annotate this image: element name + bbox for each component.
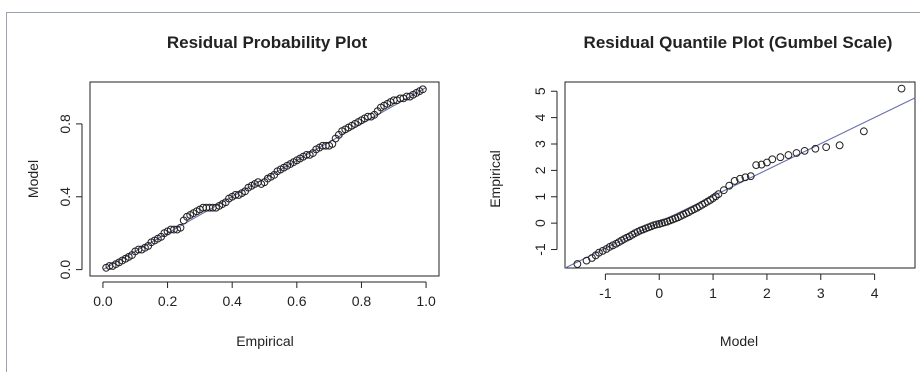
x-tick-label: 2: [763, 285, 771, 301]
data-point: [719, 186, 728, 195]
data-point: [714, 190, 723, 199]
x-tick-label: 0: [655, 285, 663, 301]
x-tick-label: 0.2: [158, 293, 178, 309]
data-point: [859, 127, 868, 136]
x-axis-label: Model: [720, 333, 758, 349]
y-tick-label: -1: [532, 243, 548, 256]
quantile-plot-panel: Residual Quantile Plot (Gumbel Scale) -1…: [487, 33, 916, 349]
y-tick-label: 0.8: [57, 114, 73, 134]
x-tick-label: 0.4: [222, 293, 242, 309]
chart-title: Residual Quantile Plot (Gumbel Scale): [584, 33, 893, 52]
data-point: [776, 153, 785, 162]
data-point: [652, 220, 661, 229]
y-tick-label: 0: [532, 219, 548, 227]
data-point: [757, 160, 766, 169]
x-tick-label: 3: [817, 285, 825, 301]
data-point: [573, 260, 582, 268]
data-point: [725, 181, 734, 190]
data-point: [746, 172, 755, 181]
data-point: [752, 161, 761, 170]
y-tick-label: 3: [532, 140, 548, 148]
data-point: [800, 146, 809, 155]
data-point: [176, 223, 185, 232]
x-tick-label: 0.6: [287, 293, 307, 309]
data-point: [595, 248, 603, 257]
probability-plot-panel: Residual Probability Plot 0.0 0.2 0.4 0.6 0.…: [25, 33, 440, 349]
data-point: [811, 144, 820, 153]
data-point: [736, 174, 744, 183]
x-tick-label: 1.0: [416, 293, 436, 309]
y-axis-label: Model: [25, 160, 41, 198]
chart-title: Residual Probability Plot: [167, 33, 368, 52]
y-tick-label: 0.4: [57, 187, 73, 207]
data-point: [897, 84, 906, 93]
y-axis-label: Empirical: [487, 150, 503, 208]
data-point: [711, 192, 720, 201]
x-axis-label: Empirical: [236, 333, 294, 349]
y-tick-label: 2: [532, 166, 548, 174]
y-tick-label: 4: [532, 114, 548, 122]
y-tick-label: 5: [532, 87, 548, 95]
figure-frame: [6, 12, 920, 372]
data-point: [418, 85, 427, 94]
x-tick-label: -1: [599, 285, 612, 301]
data-point: [822, 143, 831, 152]
plot-area-box: [89, 81, 440, 277]
x-tick-label: 1: [709, 285, 717, 301]
x-tick-label: 0.0: [93, 293, 113, 309]
plot-area-box: [564, 81, 916, 269]
data-point: [730, 177, 739, 185]
reference-line: [564, 97, 916, 269]
y-tick-label: 0.0: [57, 260, 73, 280]
data-point: [792, 149, 801, 157]
x-tick-label: 4: [871, 285, 879, 301]
data-point: [835, 141, 844, 150]
x-tick-label: 0.8: [352, 293, 372, 309]
y-tick-label: 1: [532, 193, 548, 201]
data-point: [768, 155, 777, 164]
data-point: [741, 173, 750, 182]
data-point: [598, 246, 607, 255]
data-point: [784, 151, 793, 159]
